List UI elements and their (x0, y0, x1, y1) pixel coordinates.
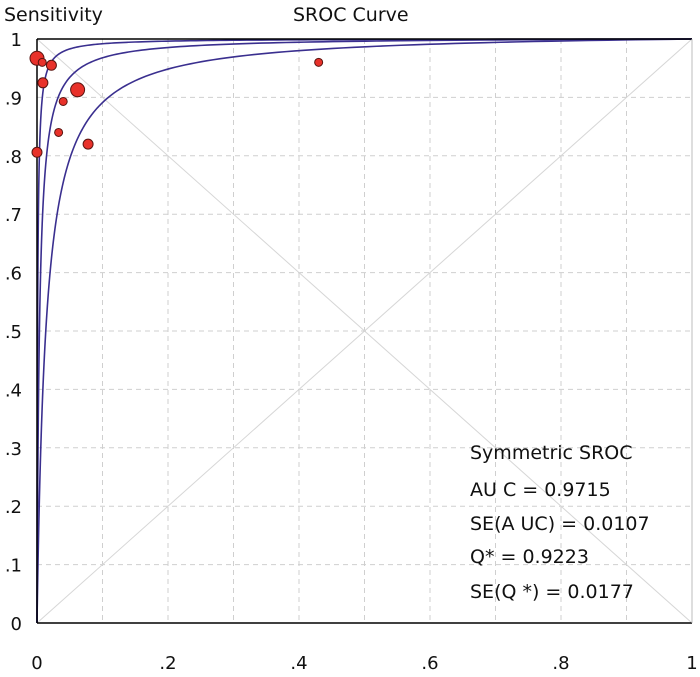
stats-se-auc: SE(A UC) = 0.0107 (470, 513, 650, 535)
q-star-diagonal (36, 38, 693, 624)
stats-auc: AU C = 0.9715 (470, 479, 611, 501)
y-tick-label: .2 (5, 497, 22, 518)
chart-title: SROC Curve (293, 4, 409, 26)
y-tick-label: .1 (5, 556, 22, 577)
y-tick-label: .6 (5, 264, 22, 285)
y-tick-label: .7 (5, 205, 22, 226)
x-tick-label: 1 (686, 653, 697, 674)
stats-heading: Symmetric SROC (470, 442, 633, 464)
stats-box: Symmetric SROC AU C = 0.9715 SE(A UC) = … (470, 442, 650, 603)
y-tick-label: .4 (5, 380, 22, 401)
study-point (82, 138, 94, 150)
study-point (58, 96, 68, 106)
y-tick-label: .3 (5, 439, 22, 460)
study-point (31, 146, 43, 158)
study-point (37, 57, 47, 67)
x-tick-label: .8 (552, 653, 569, 674)
x-tick-label: .6 (421, 653, 438, 674)
axes (36, 38, 693, 624)
study-point (37, 77, 49, 89)
x-tick-label: .4 (290, 653, 307, 674)
study-point (314, 57, 324, 67)
y-tick-label: 1 (11, 30, 22, 51)
tick-labels: 0 .1 .2 .3 .4 .5 .6 .7 .8 .9 1 0 .2 .4 .6 .8 1 (5, 30, 698, 674)
y-tick-label: .5 (5, 322, 22, 343)
y-tick-label: .8 (5, 147, 22, 168)
y-axis-label: Sensitivity (4, 4, 103, 26)
study-point (54, 127, 64, 137)
x-tick-label: 0 (31, 653, 42, 674)
y-tick-label: .9 (5, 88, 22, 109)
study-point (45, 59, 57, 71)
x-tick-label: .2 (159, 653, 176, 674)
y-tick-label: 0 (11, 614, 22, 635)
grid-lines (37, 39, 692, 623)
study-points (29, 50, 324, 158)
stats-q: Q* = 0.9223 (470, 546, 589, 568)
diagonal-reference-lines (36, 38, 693, 624)
study-point (70, 82, 86, 98)
stats-se-q: SE(Q *) = 0.0177 (470, 581, 634, 603)
